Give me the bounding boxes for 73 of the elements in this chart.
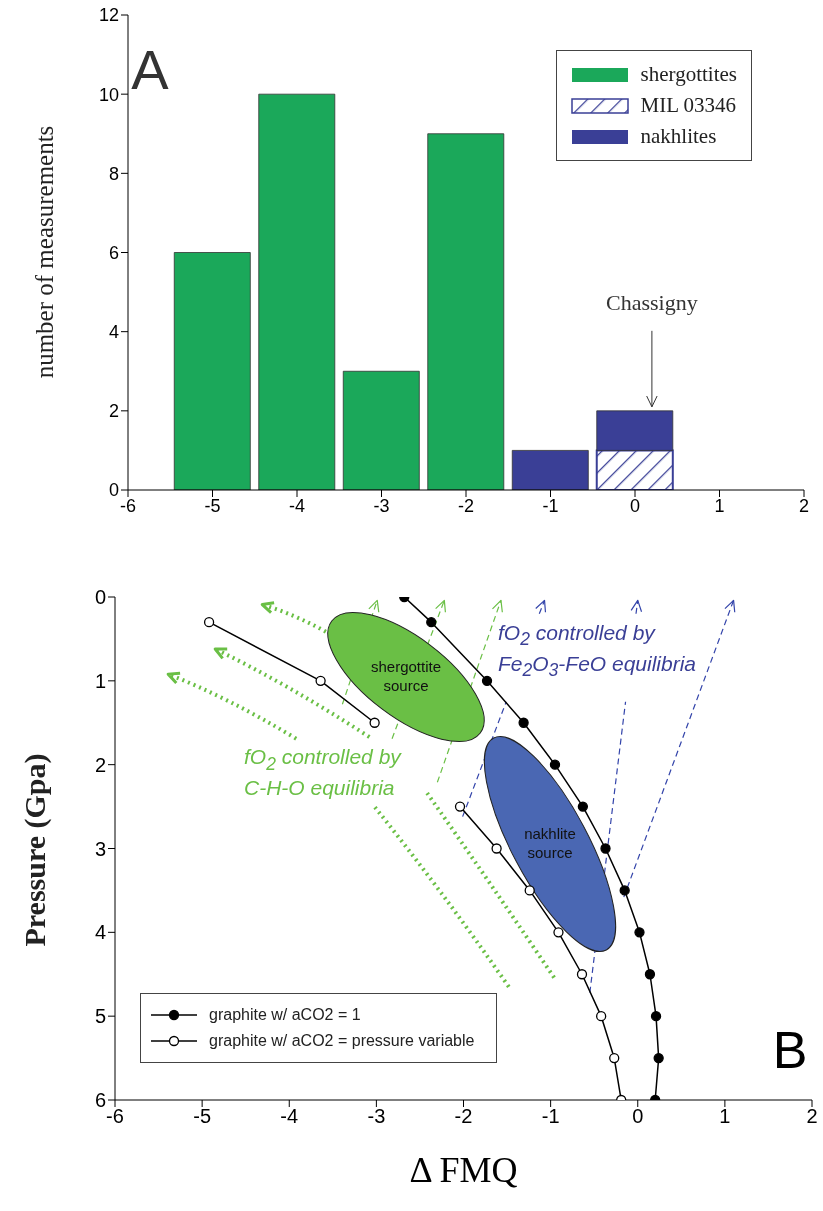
y-tick-label: 6 — [94, 1089, 106, 1112]
y-tick-label: 2 — [94, 753, 106, 776]
y-tick-label: 1 — [94, 669, 106, 692]
x-tick-label: -3 — [367, 1105, 386, 1128]
x-tick-label: -6 — [119, 495, 137, 516]
y-tick-label: 8 — [108, 163, 119, 184]
x-tick-label: 2 — [798, 495, 810, 516]
x-tick-label: 1 — [714, 495, 725, 516]
point — [369, 717, 380, 728]
x-tick-label: 0 — [632, 1105, 644, 1128]
x-tick-label: -4 — [288, 495, 306, 516]
y-axis-title: Pressure (Gpa) — [18, 753, 52, 947]
x-tick-label: -6 — [106, 1105, 124, 1128]
x-tick-label: -1 — [541, 1105, 560, 1128]
x-tick-label: -2 — [454, 1105, 473, 1128]
x-tick-label: -5 — [193, 1105, 212, 1128]
legend-label: nakhlites — [640, 124, 717, 149]
bar — [342, 370, 420, 490]
y-tick-label: 10 — [98, 84, 119, 105]
point — [524, 885, 535, 896]
annotation: nakhlite source — [523, 825, 577, 863]
x-tick-label: -4 — [280, 1105, 299, 1128]
point — [619, 885, 630, 896]
point — [203, 617, 215, 628]
point — [553, 927, 564, 938]
x-tick-label: 1 — [719, 1105, 731, 1128]
point — [481, 675, 493, 686]
point — [600, 843, 611, 854]
point — [644, 969, 656, 980]
point — [576, 969, 588, 980]
y-tick-label: 0 — [108, 480, 119, 501]
y-axis-title: number of measurements — [31, 125, 59, 379]
y-tick-label: 4 — [94, 921, 106, 944]
annotation: Chassigny — [606, 289, 698, 317]
y-tick-label: 12 — [98, 5, 119, 26]
bar — [427, 133, 505, 490]
annotation: shergottite source — [369, 658, 442, 696]
annotation: A — [131, 37, 169, 103]
point — [454, 801, 466, 812]
point — [634, 927, 645, 938]
x-tick-label: 2 — [806, 1105, 818, 1128]
point — [596, 1011, 607, 1022]
bar — [511, 450, 589, 490]
point — [518, 717, 529, 728]
annotation: fO$_{2}$ controlled by C-H-O equilibria — [244, 744, 403, 802]
x-axis-title: Δ FMQ — [409, 1149, 518, 1191]
y-tick-label: 6 — [108, 242, 119, 263]
point — [491, 843, 502, 854]
y-tick-label: 5 — [94, 1005, 106, 1028]
y-tick-label: 3 — [94, 837, 106, 860]
annotation: fO$_{2}$ controlled by Fe$_{2}$O$_{3}$-FeO equilibria — [498, 619, 698, 683]
legend-label: MIL 03346 — [640, 93, 737, 118]
legend-label: graphite w/ aCO2 = pressure variable — [209, 1032, 475, 1050]
point — [650, 1011, 662, 1022]
point — [609, 1052, 620, 1064]
legend-label: shergottites — [640, 62, 737, 87]
x-tick-label: -5 — [204, 495, 221, 516]
bar — [173, 252, 251, 490]
x-tick-label: -2 — [457, 495, 475, 516]
y-tick-label: 4 — [108, 322, 119, 343]
point — [315, 675, 326, 686]
y-tick-label: 0 — [94, 586, 106, 609]
y-tick-label: 2 — [108, 401, 119, 422]
x-tick-label: -3 — [373, 495, 390, 516]
point — [577, 801, 589, 812]
bar — [258, 93, 336, 490]
x-tick-label: -1 — [542, 495, 559, 516]
annotation: B — [772, 1019, 808, 1081]
point — [653, 1052, 664, 1064]
legend-label: graphite w/ aCO2 = 1 — [209, 1006, 361, 1024]
point — [426, 617, 437, 628]
x-tick-label: 0 — [629, 495, 641, 516]
point — [549, 759, 561, 770]
